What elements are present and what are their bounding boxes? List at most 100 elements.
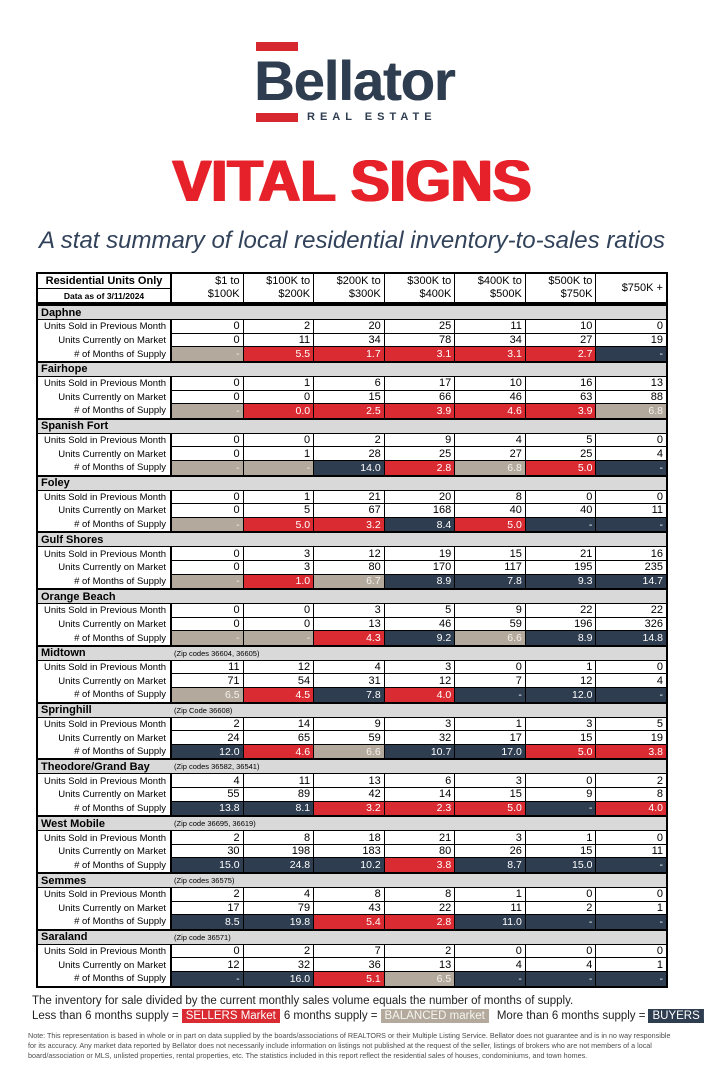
supply-cell: 5.0 — [524, 460, 596, 475]
price-range-header: $500K to $750K — [524, 274, 596, 305]
value-cell: 11 — [454, 901, 525, 916]
value-cell: 0 — [524, 888, 596, 902]
area-block: Midtown (Zip codes 36604, 36605) Units Sol… — [38, 644, 666, 702]
value-cell: 3 — [383, 660, 455, 675]
value-cell: 89 — [242, 788, 314, 802]
on-market-row: Units Currently on Market 0 5 67 168 40 40 11 — [38, 504, 666, 518]
value-cell: 0 — [172, 944, 243, 959]
supply-cell: 3.9 — [383, 404, 455, 418]
supply-cell: - — [595, 971, 666, 986]
supply-cell: 4.0 — [595, 801, 666, 816]
row-label: Units Currently on Market — [38, 333, 172, 348]
value-cell: 2 — [242, 320, 314, 334]
sold-row: Units Sold in Previous Month 0 0 3 5 9 22 22 — [38, 604, 666, 618]
supply-cell: - — [172, 517, 243, 532]
on-market-row: Units Currently on Market 0 11 34 78 34 27 19 — [38, 333, 666, 348]
value-cell: 16 — [524, 376, 596, 391]
value-cell: 3 — [383, 717, 455, 732]
supply-cell: - — [172, 347, 243, 361]
value-cell: 1 — [524, 831, 596, 845]
value-cell: 4 — [172, 774, 243, 789]
on-market-row: Units Currently on Market 0 0 15 66 46 63 88 — [38, 390, 666, 405]
sold-row: Units Sold in Previous Month 0 2 7 2 0 0 0 — [38, 944, 666, 959]
value-cell: 34 — [313, 333, 384, 348]
price-range-bottom: $400K — [419, 288, 452, 301]
value-cell: 0 — [524, 774, 596, 789]
value-cell: 13 — [383, 958, 455, 972]
value-cell: 0 — [172, 447, 243, 461]
value-cell: 17 — [454, 731, 525, 745]
area-block: Springhill (Zip Code 36608) Units Sold in … — [38, 701, 666, 759]
value-cell: 15 — [313, 390, 384, 405]
price-range-top: $300K to — [407, 275, 452, 288]
area-block: Spanish Fort Units Sold in Previous Month… — [38, 417, 666, 475]
supply-cell: 3.2 — [313, 517, 384, 532]
row-label: # of Months of Supply — [38, 631, 172, 645]
value-cell: 2 — [313, 433, 384, 448]
value-cell: 65 — [242, 731, 314, 745]
supply-cell: 1.0 — [242, 574, 314, 589]
supply-cell: - — [595, 517, 666, 532]
area-zip-note: (Zip codes 36604, 36605) — [174, 648, 260, 658]
value-cell: 4 — [595, 447, 666, 461]
sold-row: Units Sold in Previous Month 11 12 4 3 0 1 0 — [38, 660, 666, 675]
area-header: Foley — [38, 476, 666, 491]
supply-cell: 3.1 — [454, 347, 525, 361]
supply-cell: 2.8 — [383, 460, 455, 475]
value-cell: 3 — [524, 717, 596, 732]
supply-cell: 6.8 — [454, 460, 525, 475]
supply-cell: 5.1 — [313, 971, 384, 986]
supply-cell: 6.5 — [383, 971, 455, 986]
value-cell: 0 — [454, 660, 525, 675]
value-cell: 5 — [595, 717, 666, 732]
supply-cell: 15.0 — [524, 858, 596, 872]
supply-cell: 12.0 — [524, 688, 596, 702]
value-cell: 5 — [383, 604, 455, 618]
supply-cell: - — [454, 971, 525, 986]
supply-row: # of Months of Supply - -4.3 9.2 6.6 8.9 14.8 — [38, 631, 666, 645]
row-label: Units Currently on Market — [38, 390, 172, 405]
supply-cell: 2.3 — [383, 801, 455, 816]
value-cell: 3 — [313, 604, 384, 618]
logo-red-bar-top-icon — [256, 42, 298, 51]
logo-bottom-row: REAL ESTATE — [254, 111, 450, 123]
value-cell: 34 — [454, 333, 525, 348]
supply-cell: 6.6 — [313, 744, 384, 759]
value-cell: 1 — [242, 447, 314, 461]
value-cell: 4 — [313, 660, 384, 675]
page-title: VITAL SIGNS — [172, 149, 532, 215]
sold-row: Units Sold in Previous Month 0 3 12 19 15 21 16 — [38, 547, 666, 561]
value-cell: 17 — [383, 376, 455, 391]
value-cell: 1 — [454, 717, 525, 732]
legend-buyers-prefix: More than 6 months supply = — [496, 1009, 646, 1022]
sold-row: Units Sold in Previous Month 0 2 20 25 11 10 0 — [38, 320, 666, 334]
area-header: West Mobile (Zip code 36695, 36619) — [38, 817, 666, 832]
value-cell: 18 — [313, 831, 384, 845]
logo-red-bar-bottom-icon — [256, 112, 298, 122]
row-label: Units Currently on Market — [38, 447, 172, 461]
area-name: Orange Beach — [41, 590, 116, 603]
row-label: Units Sold in Previous Month — [38, 433, 172, 448]
supply-cell: 7.8 — [313, 688, 384, 702]
supply-cell: 5.0 — [454, 801, 525, 816]
supply-cell: 2.7 — [524, 347, 596, 361]
value-cell: 88 — [595, 390, 666, 405]
supply-cell: 4.5 — [242, 688, 314, 702]
value-cell: 22 — [524, 604, 596, 618]
value-cell: 13 — [313, 774, 384, 789]
supply-cell: 14.8 — [595, 631, 666, 645]
legend-formula: The inventory for sale divided by the cu… — [32, 994, 574, 1007]
supply-row: # of Months of Supply -5.0 3.2 8.4 5.0- - — [38, 517, 666, 532]
row-label: Units Currently on Market — [38, 674, 172, 689]
area-block: West Mobile (Zip code 36695, 36619) Units … — [38, 815, 666, 872]
supply-row: # of Months of Supply 8.5 19.8 5.4 2.8 11.0- - — [38, 915, 666, 929]
inventory-table: Residential Units Only Data as of 3/11/20… — [36, 272, 668, 988]
value-cell: 25 — [524, 447, 596, 461]
value-cell: 55 — [172, 788, 243, 802]
value-cell: 19 — [383, 547, 455, 561]
value-cell: 66 — [383, 390, 455, 405]
supply-cell: 2.5 — [313, 404, 384, 418]
supply-cell: - — [172, 460, 243, 475]
value-cell: 0 — [242, 617, 314, 632]
price-range-header: $100K to $200K — [242, 274, 314, 305]
